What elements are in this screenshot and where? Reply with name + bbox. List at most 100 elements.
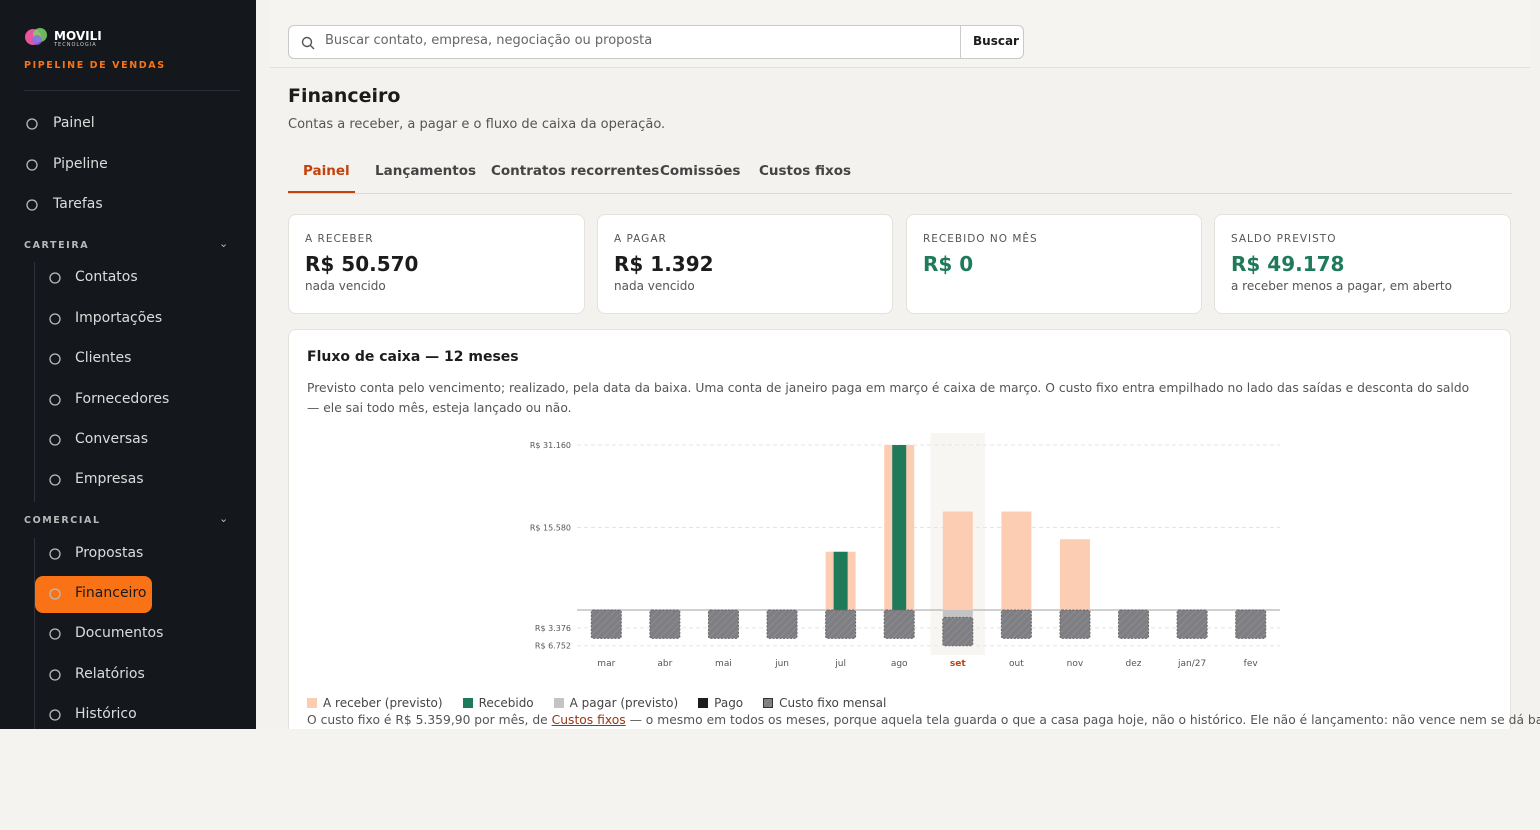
search-button[interactable]: Buscar: [973, 34, 1019, 48]
chart: R$ 31.160 R$ 15.580 R$ 3.376 R$ 6.752 mar abr…: [530, 433, 1280, 669]
nav-item[interactable]: Painel: [53, 115, 95, 131]
footnote: O custo fixo é R$ 5.359,90 por mês, de C…: [307, 713, 1540, 727]
bar: [1059, 609, 1091, 639]
footnote-link[interactable]: Custos fixos: [551, 713, 626, 727]
card-note: nada vencido: [614, 279, 695, 293]
nav-item[interactable]: Contatos: [75, 269, 138, 285]
search-box[interactable]: Buscar contato, empresa, negociação ou p…: [288, 25, 1024, 59]
nav-item[interactable]: Clientes: [75, 350, 132, 366]
bar: [707, 609, 739, 639]
card-note: a receber menos a pagar, em aberto: [1231, 279, 1452, 293]
card-note: nada vencido: [305, 279, 386, 293]
tabs-border: [288, 193, 1512, 194]
legend-swatch: [462, 698, 473, 708]
legend: A receber (previsto) Recebido A pagar (pre…: [307, 693, 906, 712]
nav-item[interactable]: Conversas: [75, 431, 149, 447]
x-tick-label: out: [1009, 659, 1024, 669]
bar: [1001, 511, 1032, 610]
card: RECEBIDO NO MÊS R$ 0: [906, 214, 1202, 314]
icon-shape: [49, 669, 61, 681]
bar: [1059, 539, 1090, 610]
nav-item[interactable]: Pipeline: [53, 156, 108, 172]
page-title: Financeiro: [288, 85, 401, 107]
chevron: ⌄: [219, 512, 229, 525]
nav-item[interactable]: Financeiro: [75, 585, 147, 601]
bar: [590, 609, 622, 639]
nav-item[interactable]: Documentos: [75, 625, 164, 641]
bar: [942, 616, 974, 647]
nav-item[interactable]: Relatórios: [75, 666, 145, 682]
bar: [766, 609, 798, 639]
y-tick-label: R$ 31.160: [530, 441, 571, 450]
panel-description: Previsto conta pelo vencimento; realizad…: [307, 381, 1470, 415]
section-title: COMERCIAL: [24, 515, 101, 526]
legend-swatch: [553, 698, 564, 708]
card-label: A RECEBER: [305, 233, 374, 245]
x-tick-label: jun: [774, 659, 789, 669]
tab[interactable]: Lançamentos: [375, 163, 477, 179]
active-item[interactable]: [35, 576, 152, 613]
tab[interactable]: Custos fixos: [759, 163, 852, 179]
legend-item: A receber (previsto): [307, 696, 443, 710]
logo: [25, 28, 47, 45]
panel-title: Fluxo de caixa — 12 meses: [307, 349, 519, 365]
nav-item[interactable]: Histórico: [75, 706, 137, 722]
card: SALDO PREVISTO R$ 49.178 a receber menos a…: [1214, 214, 1511, 314]
divider: [960, 26, 961, 58]
search-icon: [301, 36, 315, 50]
legend-swatch: [763, 698, 774, 708]
card-value: R$ 49.178: [1231, 252, 1345, 276]
bar: [833, 551, 848, 610]
card: A PAGAR R$ 1.392 nada vencido: [597, 214, 893, 314]
x-tick-label: nov: [1067, 659, 1084, 669]
icon-shape: [49, 394, 61, 406]
tab[interactable]: Comissões: [660, 163, 741, 179]
bar: [1000, 609, 1032, 639]
nav-icon: [49, 474, 61, 486]
icon-shape: [49, 434, 61, 446]
y-tick-label: R$ 15.580: [530, 524, 571, 533]
nav-icon: [49, 709, 61, 721]
separator: [24, 90, 240, 91]
icon-shape: [49, 313, 61, 325]
swatch: [763, 698, 774, 708]
nav-icon: [26, 199, 38, 211]
legend-label: Recebido: [478, 696, 534, 710]
legend-swatch: [698, 698, 709, 708]
tab-underline: [288, 191, 355, 193]
nav-item[interactable]: Importações: [75, 310, 163, 326]
tab[interactable]: Painel: [303, 163, 350, 179]
bar: [649, 609, 681, 639]
tab[interactable]: Contratos recorrentes: [491, 163, 660, 179]
icon-shape: [49, 709, 61, 721]
app: MOVILI TECNOLOGIA PIPELINE DE VENDAS Pai…: [0, 0, 1540, 729]
nav-item[interactable]: Empresas: [75, 471, 144, 487]
nav-icon: [49, 628, 61, 640]
tree-line: [34, 538, 35, 729]
card-label: A PAGAR: [614, 233, 667, 245]
card-value: R$ 50.570: [305, 252, 419, 276]
bar: [892, 445, 907, 610]
icon-shape: [49, 588, 61, 600]
x-tick-label: fev: [1244, 659, 1259, 669]
nav-item[interactable]: Tarefas: [53, 196, 103, 212]
x-tick-label: abr: [657, 659, 672, 669]
nav-item[interactable]: Fornecedores: [75, 391, 170, 407]
icon-shape: [49, 272, 61, 284]
sidebar: MOVILI TECNOLOGIA PIPELINE DE VENDAS Pai…: [0, 0, 256, 729]
legend-item: Pago: [698, 696, 743, 710]
x-tick-label: jul: [834, 659, 846, 669]
card: A RECEBER R$ 50.570 nada vencido: [288, 214, 585, 314]
icon-shape: [49, 548, 61, 560]
chevron: ⌄: [219, 237, 229, 250]
icon-shape: [49, 628, 61, 640]
nav-icon: [26, 118, 38, 130]
legend-swatch: [307, 698, 317, 708]
card-value: R$ 0: [923, 252, 974, 276]
bar: [942, 511, 973, 610]
bar: [883, 609, 915, 639]
tree-line: [34, 262, 35, 502]
bar: [942, 609, 973, 618]
icon-shape: [49, 353, 61, 365]
nav-item[interactable]: Propostas: [75, 545, 144, 561]
